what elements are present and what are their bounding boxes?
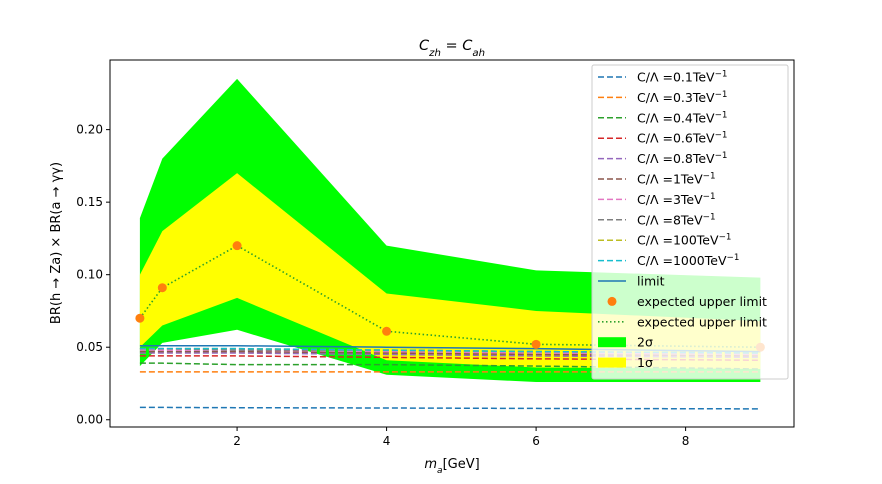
legend-label: expected upper limit	[637, 314, 767, 329]
legend-label: limit	[637, 274, 665, 289]
legend-label: C/Λ =0.8TeV−1	[637, 151, 727, 166]
expected-point	[531, 339, 541, 349]
legend: C/Λ =0.1TeV−1 C/Λ =0.3TeV−1 C/Λ =0.4TeV−1 C…	[591, 64, 789, 380]
x-tick-label: 4	[383, 434, 391, 448]
legend-swatch	[607, 296, 617, 306]
legend-label: C/Λ =1TeV−1	[637, 172, 716, 187]
y-tick-label: 0.05	[76, 340, 103, 354]
legend-label: C/Λ =100TeV−1	[637, 233, 731, 248]
legend-label: C/Λ =0.6TeV−1	[637, 131, 727, 146]
y-axis-label: BR(h → Za) × BR(a → γγ)	[49, 162, 64, 324]
legend-label: C/Λ =0.3TeV−1	[637, 90, 727, 105]
x-tick-label: 8	[682, 434, 690, 448]
legend-label: 1σ	[637, 355, 653, 370]
legend-swatch	[598, 357, 626, 368]
y-tick-label: 0.20	[76, 123, 103, 137]
plot-frame	[109, 59, 795, 428]
series-line-0	[139, 406, 761, 410]
legend-label: C/Λ =8TeV−1	[637, 212, 716, 227]
y-tick-label: 0.10	[76, 268, 103, 282]
expected-point	[382, 326, 392, 336]
x-axis-label: ma[GeV]	[424, 457, 479, 476]
expected-point	[135, 313, 145, 323]
x-tick-label: 6	[532, 434, 540, 448]
legend-label: C/Λ =3TeV−1	[637, 192, 716, 207]
legend-swatch	[598, 337, 626, 348]
legend-label: expected upper limit	[637, 294, 767, 309]
chart-title: Czh = Cah	[419, 38, 485, 59]
limit-line	[139, 345, 761, 353]
series-line-9	[139, 347, 761, 354]
expected-point	[157, 283, 167, 293]
legend-box	[591, 64, 789, 380]
y-tick-label: 0.00	[76, 413, 103, 427]
legend-label: C/Λ =1000TeV−1	[637, 253, 739, 268]
legend-label: 2σ	[637, 335, 653, 350]
series-line-5	[139, 350, 761, 357]
legend-label: C/Λ =0.1TeV−1	[637, 70, 727, 85]
series-line-4	[139, 352, 761, 359]
series-line-2	[139, 362, 761, 370]
expected-point	[232, 241, 242, 251]
y-tick-label: 0.15	[76, 195, 103, 209]
series-line-3	[139, 355, 761, 362]
legend-label: C/Λ =0.4TeV−1	[637, 110, 727, 125]
x-tick-label: 2	[233, 434, 241, 448]
